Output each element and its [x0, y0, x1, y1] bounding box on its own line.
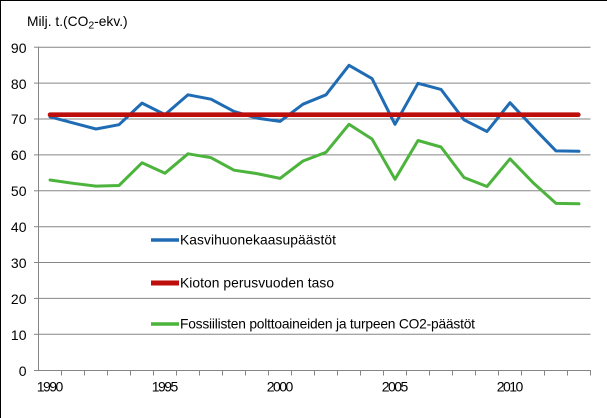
svg-text:2005: 2005 [382, 379, 409, 395]
svg-text:60: 60 [11, 147, 27, 163]
svg-text:2010: 2010 [497, 379, 524, 395]
svg-text:0: 0 [19, 363, 27, 379]
svg-text:70: 70 [11, 111, 27, 127]
svg-text:50: 50 [11, 183, 27, 199]
svg-text:1995: 1995 [152, 379, 179, 395]
svg-text:40: 40 [11, 219, 27, 235]
svg-text:90: 90 [11, 40, 27, 56]
svg-text:Kioton perusvuoden taso: Kioton perusvuoden taso [180, 276, 334, 291]
svg-text:20: 20 [11, 291, 27, 307]
svg-text:80: 80 [11, 76, 27, 92]
svg-text:10: 10 [11, 327, 27, 343]
svg-text:Fossiilisten polttoaineiden ja: Fossiilisten polttoaineiden ja turpeen C… [180, 317, 475, 332]
svg-text:2000: 2000 [267, 379, 294, 395]
svg-text:30: 30 [11, 255, 27, 271]
svg-text:1990: 1990 [37, 379, 64, 395]
svg-text:Milj. t.(CO2-ekv.): Milj. t.(CO2-ekv.) [27, 14, 128, 32]
svg-text:Kasvihuonekaasupäästöt: Kasvihuonekaasupäästöt [180, 233, 336, 248]
